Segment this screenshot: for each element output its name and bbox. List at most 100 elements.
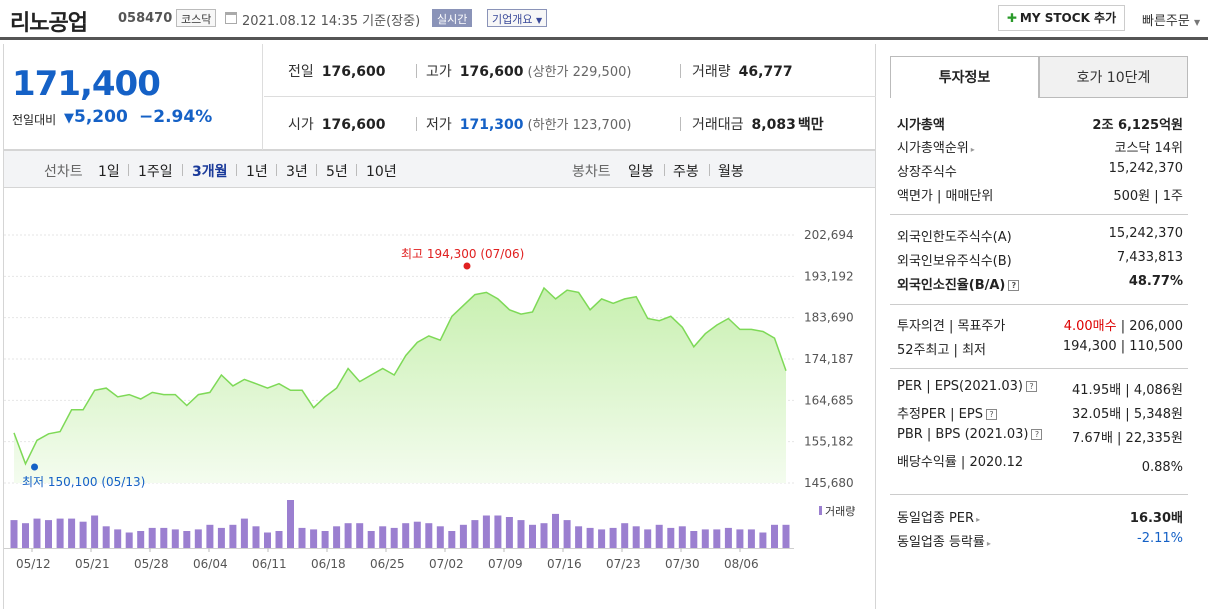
- dividend-label-row: 배당수익률 | 2020.12: [897, 451, 1183, 471]
- sector-per-label: 동일업종 PER: [897, 511, 975, 526]
- period-3y[interactable]: 3년: [286, 164, 308, 180]
- listed-shares-row: 상장주식수 15,242,370: [897, 161, 1183, 181]
- period-3m[interactable]: 3개월: [192, 164, 228, 180]
- tab-investment-info[interactable]: 투자정보: [890, 56, 1039, 98]
- target-price: | 206,000: [1116, 319, 1183, 334]
- est-per-value: 32.05배 | 5,348원: [1072, 407, 1183, 422]
- volume-legend-swatch: [819, 506, 822, 515]
- divider: [416, 117, 417, 131]
- volume-bar: [678, 526, 686, 548]
- market-cap-rank-row[interactable]: 시가총액순위 ▸ 코스닥 14위: [897, 137, 1183, 157]
- tab-orderbook[interactable]: 호가 10단계: [1039, 56, 1188, 98]
- help-icon[interactable]: ?: [985, 409, 997, 420]
- week52-label: 52주최고 | 최저: [897, 343, 986, 358]
- period-10y[interactable]: 10년: [366, 164, 397, 180]
- volume-bar: [552, 513, 559, 548]
- divider: [276, 164, 277, 176]
- volume-bar: [344, 523, 352, 548]
- candle-weekly[interactable]: 주봉: [673, 164, 699, 180]
- company-info-dropdown[interactable]: 기업개요 ▼: [487, 9, 548, 27]
- volume-bar: [125, 532, 133, 548]
- pbr-row: PBR | BPS (2021.03)? 7.67배 | 22,335원: [897, 427, 1183, 447]
- volume-bar: [206, 524, 214, 548]
- x-tick-label: 07/02: [429, 557, 464, 571]
- market-cap-row: 시가총액 2조 6,125억원: [897, 114, 1183, 134]
- volume-bar: [471, 520, 479, 548]
- volume-bar: [771, 524, 778, 548]
- candle-monthly[interactable]: 월봉: [718, 164, 744, 180]
- trade-amount: 거래대금 8,083 백만: [692, 114, 824, 134]
- candle-daily[interactable]: 일봉: [628, 164, 654, 180]
- volume-bar: [298, 527, 306, 548]
- dividend-value-row: 0.88%: [897, 460, 1183, 480]
- x-tick-label: 07/09: [488, 557, 523, 571]
- change-percent: −2.94%: [139, 107, 213, 127]
- price-area: [14, 288, 786, 483]
- divider: [264, 96, 876, 97]
- period-1d[interactable]: 1일: [98, 164, 120, 180]
- week52-row: 52주최고 | 최저 194,300 | 110,500: [897, 339, 1183, 359]
- divider: [664, 164, 665, 176]
- volume-bar: [137, 531, 145, 548]
- divider: [128, 164, 129, 176]
- volume-bar: [217, 527, 225, 548]
- amount-label: 거래대금: [692, 117, 744, 133]
- foreign-ratio-value: 48.77%: [1128, 274, 1183, 289]
- help-icon[interactable]: ?: [1008, 280, 1020, 291]
- volume-bar: [517, 520, 525, 548]
- y-tick-label: 145,680: [804, 476, 854, 490]
- y-tick-label: 193,192: [804, 269, 854, 283]
- foreign-hold-label: 외국인보유주식수(B): [897, 254, 1012, 269]
- volume-bar: [229, 524, 237, 548]
- x-tick-label: 06/04: [193, 557, 228, 571]
- listed-shares-label: 상장주식수: [897, 165, 957, 180]
- per-value: 41.95배 | 4,086원: [1072, 383, 1183, 398]
- sector-change-row[interactable]: 동일업종 등락률 ▸ -2.11%: [897, 531, 1183, 551]
- realtime-button[interactable]: 실시간: [432, 9, 473, 27]
- high-price: 고가 176,600 (상한가 229,500): [426, 61, 631, 81]
- divider: [680, 64, 681, 78]
- chevron-right-icon: ▸: [986, 539, 991, 548]
- prev-close: 전일 176,600: [288, 61, 386, 81]
- calendar-icon: [225, 12, 237, 24]
- volume-bar: [194, 529, 202, 548]
- open-value: 176,600: [321, 117, 386, 133]
- volume-bar: [494, 515, 502, 548]
- sector-per-row[interactable]: 동일업종 PER ▸ 16.30배: [897, 507, 1183, 527]
- est-per-label: 추정PER | EPS: [897, 407, 983, 422]
- volume-bar: [264, 532, 271, 548]
- chevron-down-icon: ▼: [1193, 18, 1201, 27]
- volume-bar: [459, 524, 467, 548]
- volume-bar: [379, 526, 387, 548]
- sector-change-label: 동일업종 등락률: [897, 535, 985, 550]
- dividend-value: 0.88%: [1141, 460, 1183, 475]
- quick-order-button[interactable]: 빠른주문 ▼: [1142, 10, 1200, 29]
- x-tick-label: 06/18: [311, 557, 346, 571]
- plus-icon: ✚: [1006, 11, 1017, 25]
- x-tick-label: 05/12: [16, 557, 51, 571]
- help-icon[interactable]: ?: [1031, 429, 1043, 440]
- add-mystock-label: MY STOCK 추가: [1019, 11, 1117, 25]
- period-1y[interactable]: 1년: [246, 164, 268, 180]
- volume-bar: [310, 529, 318, 548]
- price-summary: 171,400 전일대비 ▼5,200 −2.94% 전일 176,600 고가 1…: [3, 44, 876, 150]
- per-row: PER | EPS(2021.03)? 41.95배 | 4,086원: [897, 379, 1183, 399]
- period-1w[interactable]: 1주일: [138, 164, 173, 180]
- current-price: 171,400: [12, 64, 161, 104]
- foreign-limit-label: 외국인한도주식수(A): [897, 230, 1012, 245]
- period-5y[interactable]: 5년: [326, 164, 348, 180]
- pbr-label: PBR | BPS (2021.03): [897, 427, 1029, 442]
- add-mystock-button[interactable]: ✚ MY STOCK 추가: [998, 5, 1125, 31]
- par-value: 500원 | 1주: [1113, 189, 1183, 204]
- volume-bar: [505, 517, 513, 548]
- volume-bar: [252, 526, 260, 548]
- down-triangle-icon: ▼: [64, 111, 74, 126]
- divider: [416, 64, 417, 78]
- high-value: 176,600: [459, 64, 524, 80]
- volume-value: 46,777: [738, 64, 793, 80]
- divider: [709, 164, 710, 176]
- help-icon[interactable]: ?: [1025, 381, 1037, 392]
- company-info-label: 기업개요: [492, 13, 533, 26]
- volume-bar: [240, 518, 248, 548]
- volume-bar: [333, 526, 341, 548]
